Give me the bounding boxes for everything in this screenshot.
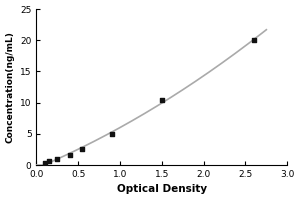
Point (46, 160, 51, 163)
Point (42, 162, 47, 165)
X-axis label: Optical Density: Optical Density (117, 184, 207, 194)
Point (160, 98, 164, 101)
Point (251, 39, 256, 42)
Point (68, 153, 72, 157)
Point (80, 148, 85, 151)
Point (109, 132, 114, 135)
Point (55, 157, 60, 160)
Y-axis label: Concentration(ng/mL): Concentration(ng/mL) (6, 31, 15, 143)
